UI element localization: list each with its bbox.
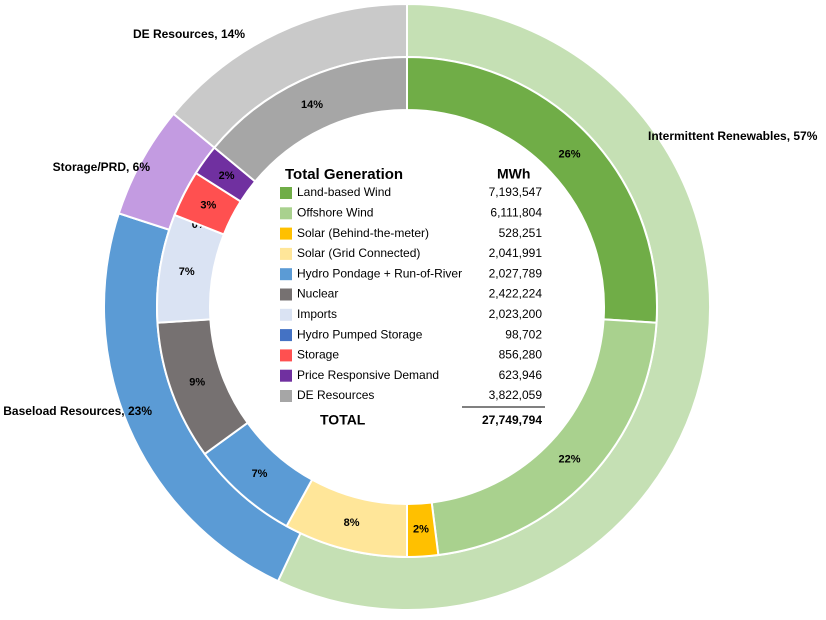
legend-swatch (280, 268, 292, 281)
legend-swatch (280, 207, 292, 220)
legend-label: Solar (Grid Connected) (297, 246, 420, 260)
legend-mwh: 7,193,547 (489, 185, 543, 199)
legend-title: Total Generation (285, 166, 403, 183)
legend-mwh: 6,111,804 (490, 205, 542, 219)
legend-mwh: 2,041,991 (489, 246, 543, 260)
outer-label: Storage/PRD, 6% (53, 160, 151, 174)
inner-label: 9% (189, 376, 205, 388)
legend-swatch (280, 187, 292, 199)
legend-label: DE Resources (297, 388, 374, 402)
legend-mwh: 2,422,224 (489, 287, 543, 301)
outer-label: Intermittent Renewables, 57% (648, 129, 818, 143)
inner-label: 14% (301, 99, 323, 111)
legend-swatch (280, 349, 292, 362)
inner-label: 7% (179, 266, 195, 278)
inner-slice (212, 55, 408, 183)
legend-unit: MWh (497, 166, 530, 182)
inner-label: 7% (252, 468, 268, 480)
legend-swatch (280, 308, 292, 321)
inner-label: 26% (559, 148, 581, 160)
legend-label: Price Responsive Demand (297, 368, 439, 382)
legend-mwh: 856,280 (499, 348, 543, 362)
legend-label: Land-based Wind (297, 185, 391, 199)
legend-mwh: 3,822,059 (489, 388, 543, 402)
legend-label: Solar (Behind-the-meter) (297, 226, 429, 240)
legend-swatch (280, 329, 292, 342)
total-value: 27,749,794 (482, 413, 542, 427)
legend-mwh: 2,023,200 (489, 307, 543, 321)
legend-label: Offshore Wind (297, 205, 373, 219)
outer-label: Baseload Resources, 23% (3, 404, 152, 418)
inner-label: 2% (413, 523, 429, 535)
legend-label: Hydro Pumped Storage (297, 327, 423, 341)
legend-mwh: 98,702 (505, 327, 542, 341)
legend-mwh: 2,027,789 (489, 266, 543, 280)
legend-mwh: 528,251 (499, 226, 543, 240)
legend-swatch (280, 369, 292, 382)
legend-label: Nuclear (297, 287, 338, 301)
legend-swatch (280, 247, 292, 260)
legend-label: Imports (297, 307, 337, 321)
legend-swatch (280, 227, 292, 240)
outer-label: DE Resources, 14% (133, 27, 245, 41)
legend-swatch (280, 288, 292, 301)
inner-label: 22% (559, 454, 581, 466)
inner-label: 8% (344, 517, 360, 529)
total-label: TOTAL (320, 412, 366, 428)
legend-label: Hydro Pondage + Run-of-River (297, 266, 462, 280)
inner-label: 3% (200, 200, 216, 212)
legend-swatch (280, 390, 292, 402)
legend-mwh: 623,946 (499, 368, 543, 382)
inner-label: 2% (219, 170, 235, 182)
legend-label: Storage (297, 348, 339, 362)
